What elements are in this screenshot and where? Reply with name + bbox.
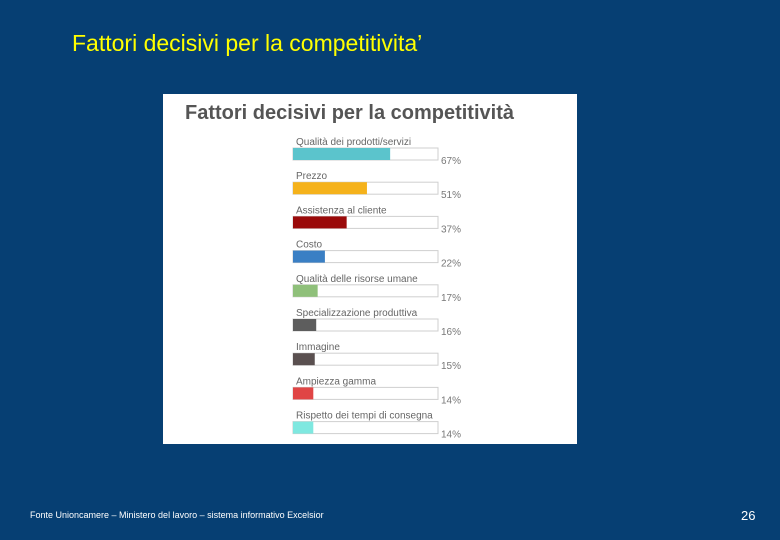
value-label-ampiezza-gamma: 14% [441,395,461,406]
value-label-immagine: 15% [441,361,461,372]
bar-prezzo [293,182,367,195]
value-label-costo: 22% [441,259,461,270]
bar-assistenza-al-cliente [293,216,347,229]
category-label-rispetto-dei-tempi-di-consegna: Rispetto dei tempi di consegna [296,411,433,422]
bar-track-rispetto-dei-tempi-di-consegna [292,421,439,435]
value-label-qualita-delle-risorse-umane: 17% [441,293,461,304]
bar-ampiezza-gamma [293,387,314,400]
category-label-ampiezza-gamma: Ampiezza gamma [296,376,376,387]
value-label-specializzazione-produttiva: 16% [441,327,461,338]
category-label-immagine: Immagine [296,342,340,353]
bar-immagine [293,353,315,366]
chart-panel: Fattori decisivi per la competitività Qu… [163,94,577,444]
value-label-rispetto-dei-tempi-di-consegna: 14% [441,430,461,441]
bar-specializzazione-produttiva [293,319,317,331]
category-label-qualita-delle-risorse-umane: Qualità delle risorse umane [296,274,418,285]
category-label-costo: Costo [296,240,323,251]
page-number: 26 [741,508,756,523]
bar-qualita-delle-risorse-umane [293,284,318,297]
value-label-qualita-dei-prodotti-servizi: 67% [441,156,461,167]
category-label-specializzazione-produttiva: Specializzazione produttiva [296,308,418,319]
source-note: Fonte Unioncamere – Ministero del lavoro… [30,510,324,520]
bar-qualita-dei-prodotti-servizi [293,148,391,160]
value-label-assistenza-al-cliente: 37% [441,224,461,235]
bar-rispetto-dei-tempi-di-consegna [293,421,314,434]
bar-track-ampiezza-gamma [292,386,439,400]
category-label-prezzo: Prezzo [296,171,328,182]
bar-costo [293,250,325,263]
value-label-prezzo: 51% [441,190,461,201]
chart-title: Fattori decisivi per la competitività [185,102,514,124]
category-label-assistenza-al-cliente: Assistenza al cliente [296,205,387,216]
slide-title: Fattori decisivi per la competitivita’ [72,30,423,56]
category-label-qualita-dei-prodotti-servizi: Qualità dei prodotti/servizi [296,137,411,148]
bar-chart: Qualità dei prodotti/servizi 67% Prezzo 51%… [292,137,461,441]
